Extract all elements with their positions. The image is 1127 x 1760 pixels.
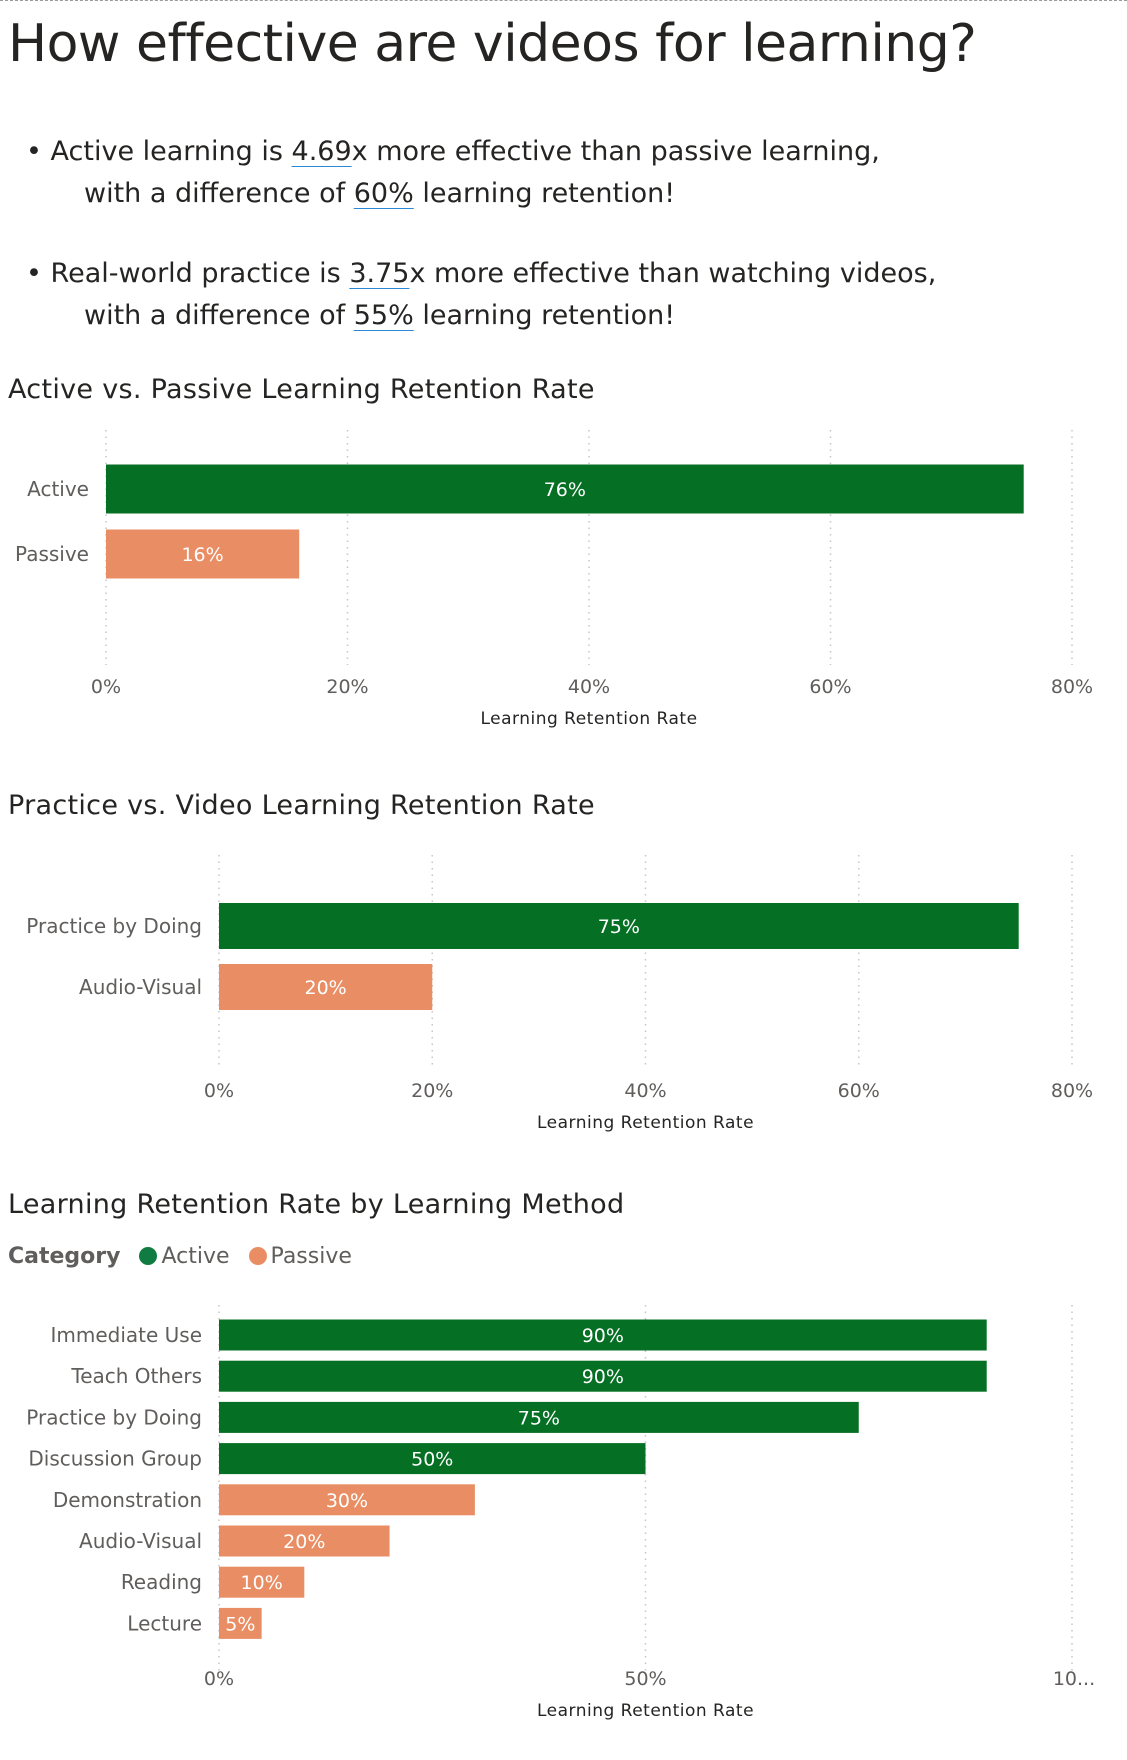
legend-label-active: Active: [161, 1244, 230, 1269]
chart-active-vs-passive-svg: 0% 20% 40% 60% 80% Learning Retention Rate Act…: [15, 430, 1093, 729]
data-label: 76%: [544, 479, 586, 501]
data-label: 20%: [305, 977, 347, 999]
legend-item-active[interactable]: Active: [139, 1244, 230, 1269]
x-tick-label: 0%: [204, 1668, 234, 1690]
bullet-symbol: •: [26, 258, 42, 289]
ratio-value: 3.75: [349, 258, 410, 289]
bullet-text: learning retention!: [413, 178, 676, 209]
page-title: How effective are videos for learning?: [8, 14, 977, 74]
legend-dot-active: [139, 1247, 158, 1265]
ratio-value: 4.69: [291, 136, 352, 167]
chart-title-active-vs-passive: Active vs. Passive Learning Retention Ra…: [8, 374, 595, 405]
bar: [219, 1525, 390, 1557]
bullet-text: Real-world practice is: [50, 258, 350, 289]
x-tick-label: 60%: [809, 676, 851, 698]
data-label: 90%: [582, 1325, 624, 1347]
chart-practice-vs-video-svg: 0% 20% 40% 60% 80% Learning Retention Rate Pra…: [26, 855, 1093, 1133]
x-axis-title: Learning Retention Rate: [537, 1701, 754, 1721]
bar: [219, 1443, 646, 1475]
chart-by-method: 0% 50% 10... Learning Retention Rate Immedia…: [0, 1300, 1127, 1730]
bar: [106, 464, 1024, 514]
bullet-active-vs-passive: • Active learning is 4.69x more effectiv…: [26, 131, 880, 215]
bullet-text: Active learning is: [50, 136, 292, 167]
data-label: 5%: [225, 1613, 255, 1635]
bullet-text: x more effective than watching videos,: [409, 258, 937, 289]
x-tick-label: 40%: [624, 1080, 666, 1102]
x-tick-label: 20%: [326, 676, 368, 698]
y-category-label: Audio-Visual: [79, 1529, 202, 1553]
bullet-text: with a difference of: [84, 300, 354, 331]
x-tick-label: 20%: [411, 1080, 453, 1102]
chart-by-method-svg: 0% 50% 10... Learning Retention Rate Immedia…: [26, 1305, 1095, 1721]
x-tick-label: 0%: [91, 676, 121, 698]
data-label: 16%: [181, 544, 223, 566]
x-axis-title: Learning Retention Rate: [480, 709, 697, 729]
y-category-label: Demonstration: [53, 1488, 202, 1512]
chart-title-practice-vs-video: Practice vs. Video Learning Retention Ra…: [8, 790, 595, 821]
y-category-label: Active: [27, 477, 89, 501]
x-axis-title: Learning Retention Rate: [537, 1113, 754, 1133]
data-label: 75%: [598, 916, 640, 938]
data-label: 20%: [283, 1531, 325, 1553]
chart-legend: Category Active Passive: [8, 1244, 364, 1269]
bullet-text: learning retention!: [413, 300, 676, 331]
data-label: 30%: [326, 1490, 368, 1512]
chart-active-vs-passive: 0% 20% 40% 60% 80% Learning Retention Rate Act…: [0, 425, 1127, 755]
bar: [106, 529, 300, 579]
bar: [219, 1566, 305, 1598]
data-label: 75%: [518, 1407, 560, 1429]
x-tick-label: 80%: [1051, 676, 1093, 698]
y-category-label: Practice by Doing: [26, 1405, 202, 1429]
bar: [219, 1484, 475, 1516]
y-category-label: Teach Others: [70, 1364, 202, 1388]
bar: [219, 1319, 987, 1351]
data-label: 50%: [411, 1449, 453, 1471]
x-tick-label: 10...: [1053, 1668, 1095, 1690]
x-tick-label: 50%: [624, 1668, 666, 1690]
bar: [219, 964, 433, 1010]
chart-practice-vs-video: 0% 20% 40% 60% 80% Learning Retention Rate Pra…: [0, 840, 1127, 1160]
bullet-practice-vs-video: • Real-world practice is 3.75x more effe…: [26, 253, 936, 337]
bar: [219, 1607, 262, 1639]
x-tick-label: 80%: [1051, 1080, 1093, 1102]
bullet-symbol: •: [26, 136, 42, 167]
y-category-label: Audio-Visual: [79, 975, 202, 999]
legend-title: Category: [8, 1244, 121, 1269]
data-label: 90%: [582, 1366, 624, 1388]
y-category-label: Practice by Doing: [26, 914, 202, 938]
difference-value: 55%: [353, 300, 414, 331]
chart-title-by-method: Learning Retention Rate by Learning Meth…: [8, 1189, 625, 1220]
bar: [219, 1360, 987, 1392]
legend-label-passive: Passive: [270, 1244, 352, 1269]
bullet-text: x more effective than passive learning,: [351, 136, 880, 167]
data-label: 10%: [241, 1572, 283, 1594]
y-category-label: Passive: [15, 542, 89, 566]
y-category-label: Discussion Group: [28, 1447, 202, 1471]
x-tick-label: 60%: [838, 1080, 880, 1102]
y-category-label: Immediate Use: [50, 1323, 202, 1347]
x-tick-label: 40%: [568, 676, 610, 698]
y-category-label: Lecture: [127, 1611, 202, 1635]
bullet-text: with a difference of: [84, 178, 354, 209]
bar: [219, 1401, 859, 1433]
bar: [219, 903, 1019, 949]
y-category-label: Reading: [121, 1570, 202, 1594]
x-tick-label: 0%: [204, 1080, 234, 1102]
legend-dot-passive: [248, 1247, 267, 1265]
difference-value: 60%: [353, 178, 414, 209]
top-border: [0, 0, 1127, 1]
legend-item-passive[interactable]: Passive: [248, 1244, 352, 1269]
